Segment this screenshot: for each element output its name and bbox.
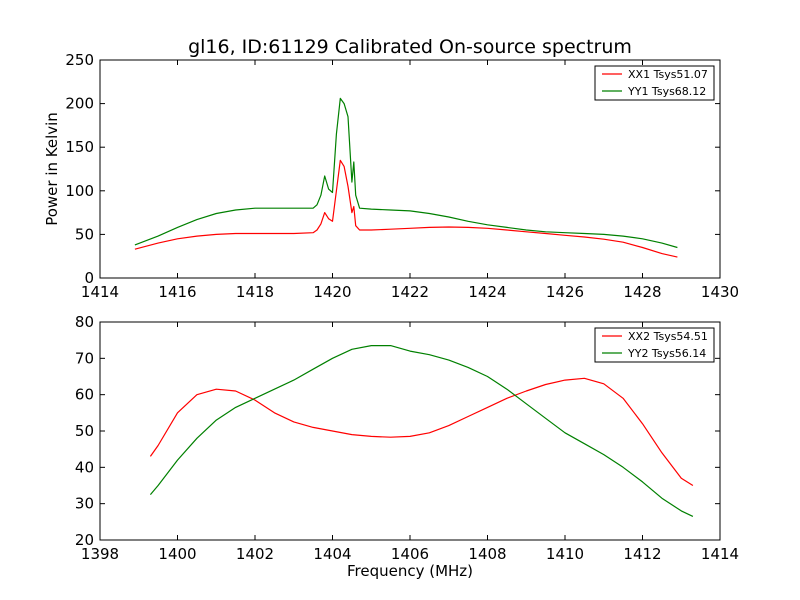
x-tick-label: 1414	[81, 283, 119, 301]
series-line-xx1	[134, 159, 678, 258]
y-tick-label: 150	[65, 138, 94, 156]
x-tick-label: 1400	[158, 545, 196, 563]
legend-label-xx1: XX1 Tsys51.07	[628, 68, 708, 81]
y-tick-label: 250	[65, 51, 94, 69]
x-tick-label: 1416	[158, 283, 196, 301]
x-tick-label: 1406	[391, 545, 429, 563]
x-tick-label: 1424	[468, 283, 506, 301]
x-tick-label: 1410	[546, 545, 584, 563]
y-tick-label: 30	[75, 495, 94, 513]
series-line-yy2	[149, 345, 694, 517]
bottom-subplot: Frequency (MHz) 1398 1400 1402 1404 1406 1408…	[75, 313, 739, 580]
top-plot-lines	[134, 97, 678, 258]
x-tick-label: 1422	[391, 283, 429, 301]
top-legend-box	[594, 65, 715, 101]
bottom-axis-ticks: 1398 1400 1402 1404 1406 1408 1410 1412 1414 20 30…	[75, 313, 739, 563]
x-tick-label: 1430	[701, 283, 739, 301]
x-tick-label: 1398	[81, 545, 119, 563]
y-tick-label: 80	[75, 313, 94, 331]
bottom-legend: XX2 Tsys54.51 YY2 Tsys56.14	[594, 327, 715, 363]
legend-label-yy1: YY1 Tsys68.12	[627, 85, 706, 98]
y-tick-label: 50	[75, 422, 94, 440]
x-tick-label: 1426	[546, 283, 584, 301]
top-subplot: gl16, ID:61129 Calibrated On-source spec…	[43, 36, 739, 301]
top-axes-frame	[99, 59, 721, 279]
bottom-axes-frame	[99, 321, 721, 541]
x-tick-label: 1418	[236, 283, 274, 301]
y-tick-label: 70	[75, 349, 94, 367]
x-tick-label: 1414	[701, 545, 739, 563]
bottom-plot-lines	[149, 345, 694, 517]
bottom-legend-box	[594, 327, 715, 363]
x-tick-label: 1420	[313, 283, 351, 301]
y-tick-label: 100	[65, 182, 94, 200]
top-axis-ticks: 1414 1416 1418 1420 1422 1424 1426 1428 1430 0 50 1…	[65, 51, 739, 301]
x-axis-label: Frequency (MHz)	[347, 562, 473, 580]
chart-title: gl16, ID:61129 Calibrated On-source spec…	[188, 36, 632, 58]
legend-label-xx2: XX2 Tsys54.51	[628, 330, 708, 343]
x-tick-label: 1404	[313, 545, 351, 563]
x-tick-label: 1402	[236, 545, 274, 563]
x-tick-label: 1408	[468, 545, 506, 563]
y-tick-label: 60	[75, 386, 94, 404]
y-axis-label: Power in Kelvin	[43, 112, 61, 226]
y-tick-label: 200	[65, 95, 94, 113]
y-tick-label: 20	[75, 531, 94, 549]
y-tick-label: 40	[75, 458, 94, 476]
series-line-yy1	[134, 97, 678, 249]
x-tick-label: 1412	[623, 545, 661, 563]
x-tick-label: 1428	[623, 283, 661, 301]
series-line-xx2	[149, 377, 694, 487]
y-tick-label: 50	[75, 225, 94, 243]
top-legend: XX1 Tsys51.07 YY1 Tsys68.12	[594, 65, 715, 101]
legend-label-yy2: YY2 Tsys56.14	[627, 347, 706, 360]
y-tick-label: 0	[84, 269, 94, 287]
